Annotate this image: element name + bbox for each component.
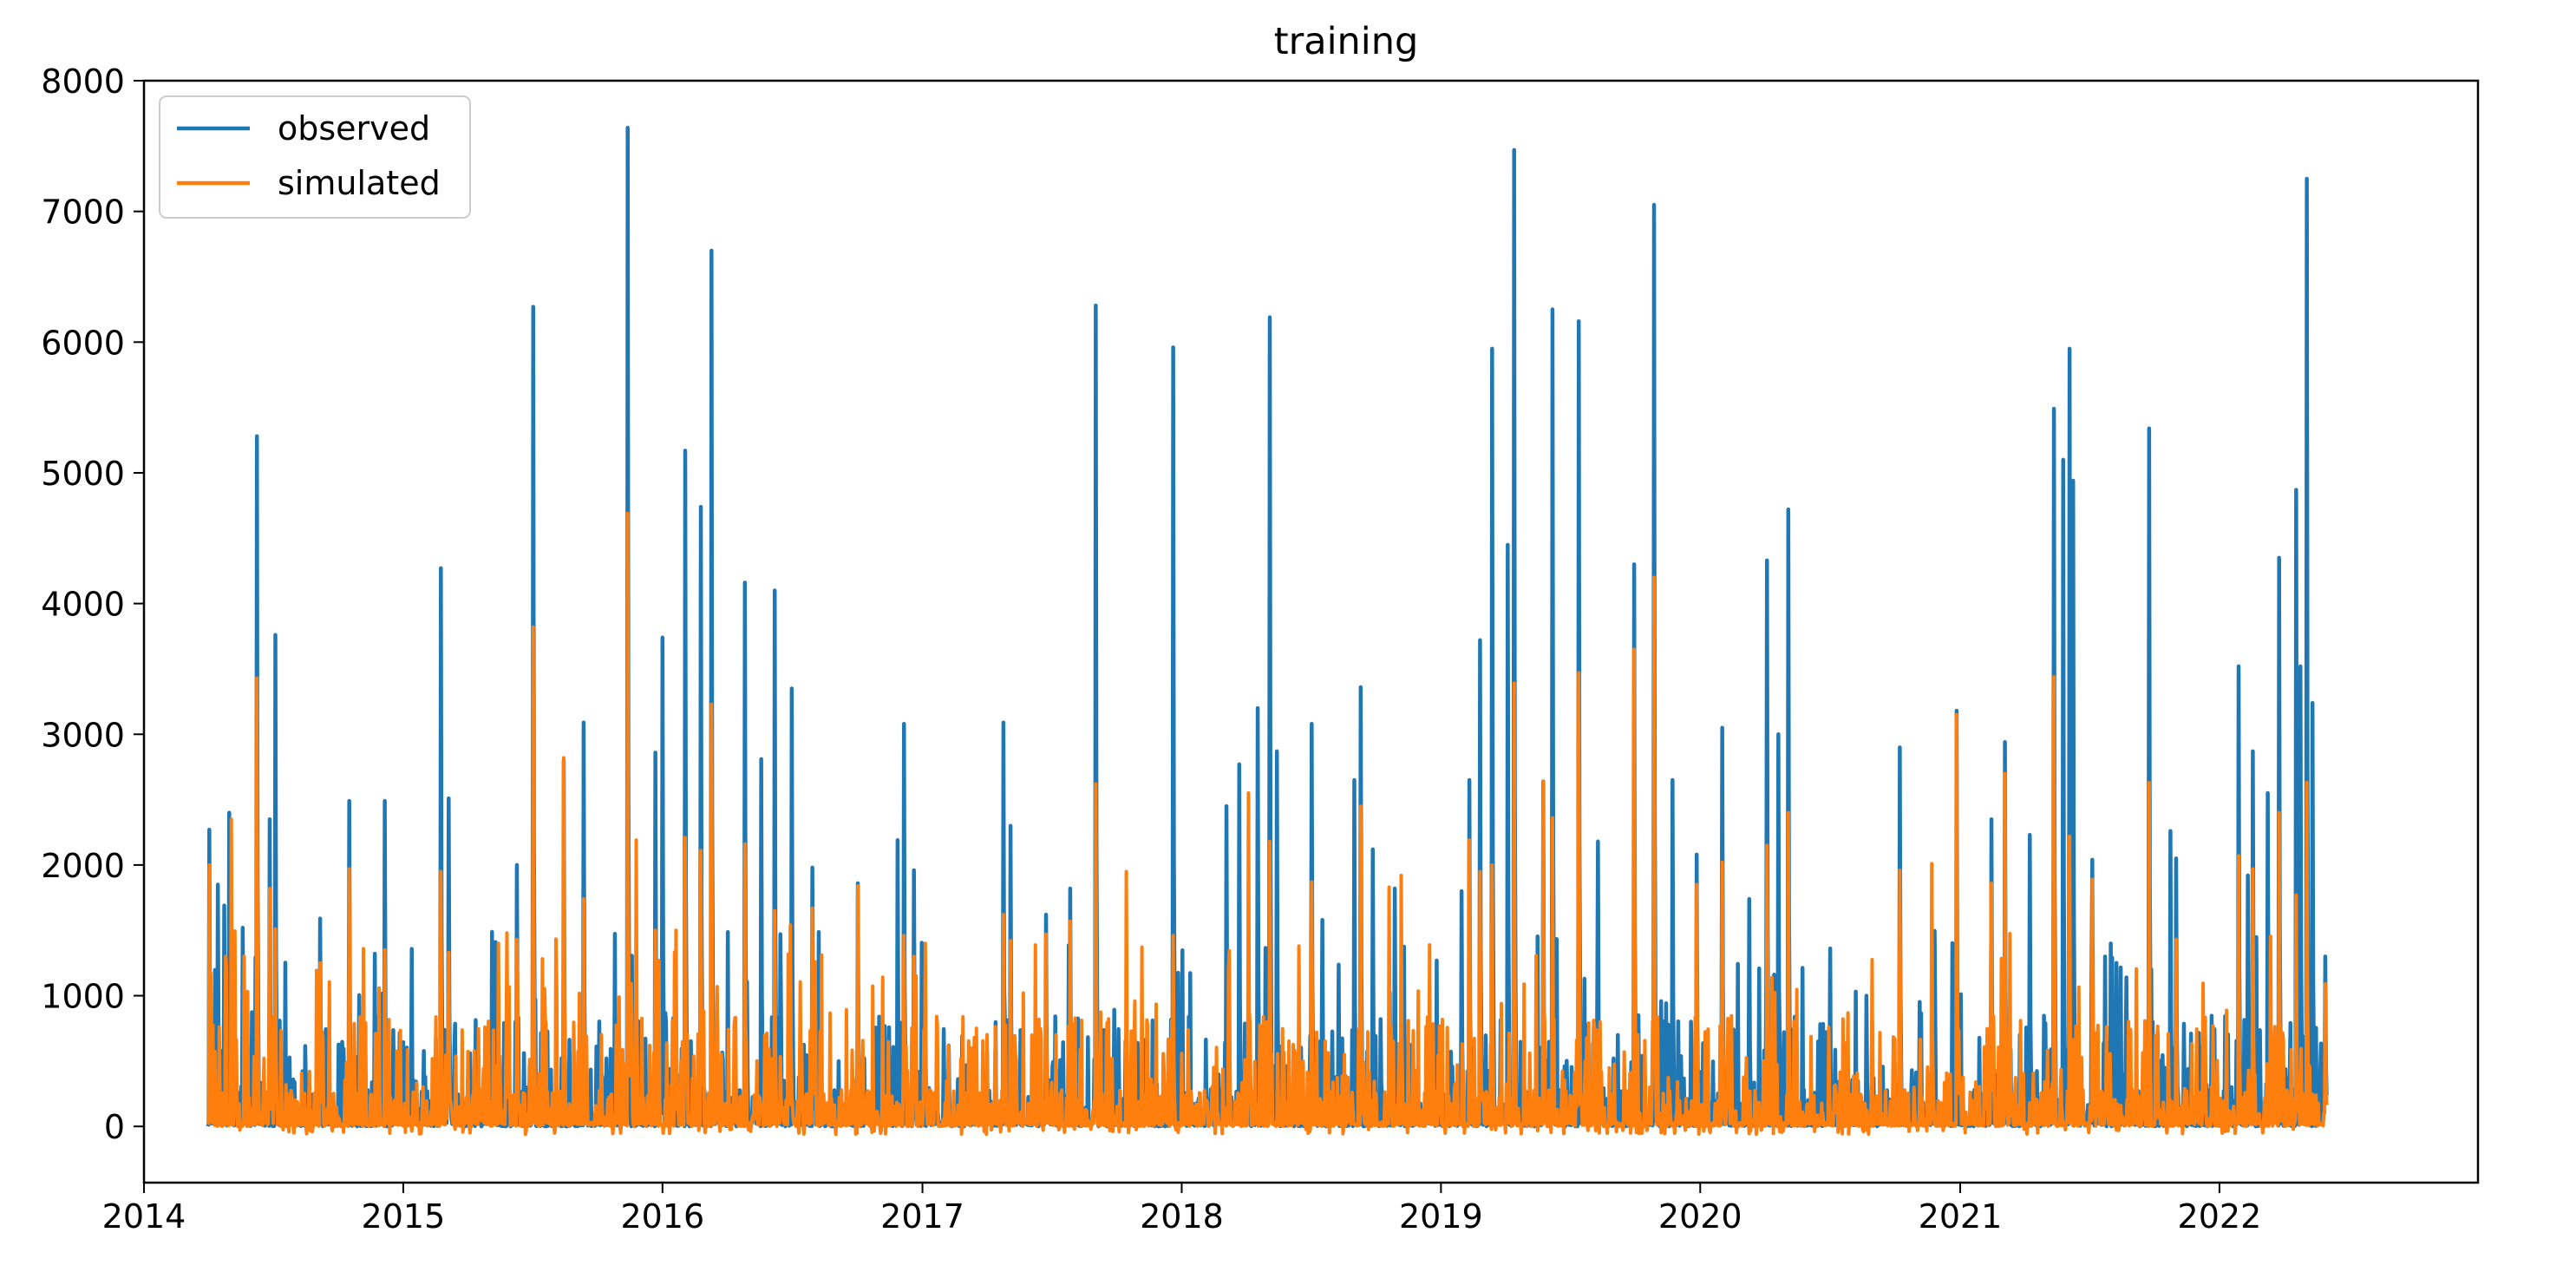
legend-label-simulated: simulated bbox=[278, 164, 441, 202]
y-tick-label: 5000 bbox=[41, 455, 125, 493]
plot-area bbox=[206, 125, 2329, 1137]
axes-frame bbox=[142, 79, 2480, 1184]
x-axis: 2014 2015 2016 2017 2018 2019 2020 2021 2022 bbox=[102, 1183, 2262, 1236]
x-tick-label: 2021 bbox=[1919, 1197, 2003, 1236]
y-tick-label: 2000 bbox=[41, 847, 125, 885]
x-tick-label: 2015 bbox=[362, 1197, 446, 1236]
y-tick-label: 0 bbox=[104, 1108, 125, 1146]
chart-title: training bbox=[1274, 20, 1419, 63]
x-tick-label: 2014 bbox=[102, 1197, 186, 1236]
legend-label-observed: observed bbox=[278, 109, 430, 148]
x-tick-label: 2017 bbox=[880, 1197, 964, 1236]
series-line-simulated bbox=[206, 511, 2329, 1137]
y-tick-label: 3000 bbox=[41, 716, 125, 754]
y-axis: 0 1000 2000 3000 4000 5000 6000 7000 8000 bbox=[41, 62, 144, 1146]
y-tick-label: 4000 bbox=[41, 586, 125, 624]
x-tick-label: 2020 bbox=[1658, 1197, 1742, 1236]
x-tick-label: 2016 bbox=[620, 1197, 704, 1236]
y-tick-label: 8000 bbox=[41, 62, 125, 101]
y-tick-label: 1000 bbox=[41, 978, 125, 1016]
legend: observed simulated bbox=[159, 95, 471, 219]
x-tick-label: 2022 bbox=[2178, 1197, 2262, 1236]
x-tick-label: 2018 bbox=[1140, 1197, 1224, 1236]
x-tick-label: 2019 bbox=[1399, 1197, 1483, 1236]
y-tick-label: 7000 bbox=[41, 193, 125, 232]
y-tick-label: 6000 bbox=[41, 324, 125, 362]
